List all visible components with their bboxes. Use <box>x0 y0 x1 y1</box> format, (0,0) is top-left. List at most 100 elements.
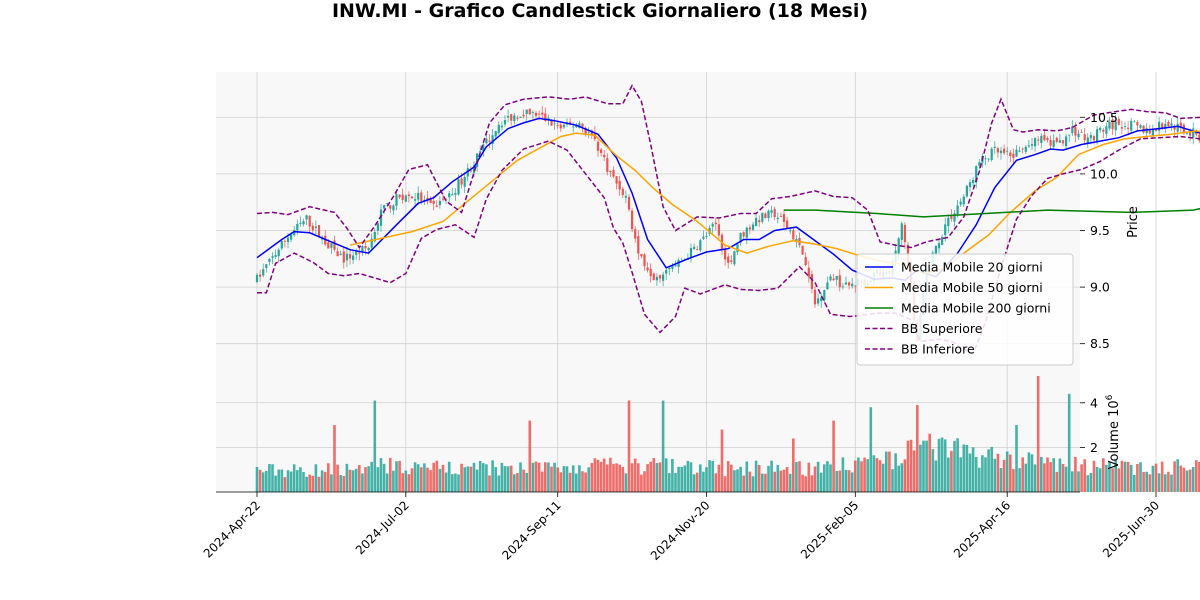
x-tick-label: 2024-Nov-20 <box>648 498 713 563</box>
volume-bar <box>1083 459 1086 492</box>
candle-body <box>525 109 528 114</box>
candle-body <box>339 253 342 255</box>
candle-body <box>646 267 649 271</box>
volume-bar <box>429 470 432 492</box>
candle-body <box>1142 125 1145 133</box>
volume-bar <box>683 465 687 492</box>
volume-bar <box>776 465 780 492</box>
volume-bar <box>261 472 265 492</box>
candle-body <box>643 254 646 267</box>
volume-bar <box>891 469 894 492</box>
candle-body <box>472 165 476 173</box>
volume-bar <box>1188 469 1192 492</box>
volume-bar <box>767 465 770 492</box>
candle-body <box>851 283 854 287</box>
volume-bar <box>658 462 662 492</box>
volume-bar <box>478 461 482 492</box>
candle-body <box>937 243 941 249</box>
candle-body <box>1077 133 1080 138</box>
candle-body <box>993 146 996 148</box>
volume-bar <box>723 476 727 492</box>
candle-body <box>817 298 820 304</box>
volume-bar <box>410 468 414 492</box>
volume-bar <box>1129 464 1133 492</box>
candle-body <box>835 275 838 280</box>
volume-bar <box>633 458 637 492</box>
candle-body <box>1071 126 1074 134</box>
volume-bar <box>1114 460 1117 492</box>
candle-body <box>1139 125 1142 128</box>
candle-body <box>311 225 314 231</box>
volume-bar <box>1095 466 1099 492</box>
candle-body <box>1136 122 1139 126</box>
volume-bar <box>1098 468 1102 492</box>
candle-body <box>519 116 522 118</box>
volume-bar <box>655 463 659 492</box>
candle-body <box>1108 121 1111 129</box>
volume-bar <box>714 473 718 492</box>
volume-bar <box>286 470 290 492</box>
candle-body <box>717 224 720 236</box>
candle-body <box>733 251 736 265</box>
volume-bar <box>689 462 693 492</box>
candle-body <box>358 252 361 254</box>
candle-body <box>900 223 903 240</box>
volume-bar <box>953 440 956 492</box>
volume-bar <box>947 457 950 492</box>
volume-tick-label: 4 <box>1090 395 1098 410</box>
candle-body <box>844 282 848 285</box>
candle-body <box>1012 153 1015 158</box>
candle-body <box>665 269 668 274</box>
volume-bar <box>1040 456 1043 492</box>
line-ma50 <box>349 130 1200 275</box>
price-tick-label: 10.0 <box>1090 166 1118 181</box>
volume-bar <box>785 467 789 492</box>
volume-bar <box>869 407 873 492</box>
volume-bar <box>962 444 966 492</box>
candle-body <box>553 123 556 125</box>
candle-body <box>1089 135 1092 139</box>
volume-bar <box>810 475 814 492</box>
candle-body <box>584 127 587 134</box>
candle-body <box>947 217 950 227</box>
volume-bar <box>606 464 609 492</box>
volume-bar <box>726 461 730 492</box>
volume-bar <box>345 463 349 492</box>
volume-bar <box>959 457 962 492</box>
volume-bar <box>866 459 869 492</box>
volume-bar <box>1102 458 1105 492</box>
volume-bar <box>550 466 553 492</box>
volume-bar <box>438 468 442 492</box>
volume-bar <box>584 472 587 492</box>
candle-body <box>699 240 702 251</box>
candle-body <box>773 209 776 218</box>
volume-bar <box>522 469 525 492</box>
volume-bar <box>1164 474 1167 492</box>
candle-body <box>578 123 581 128</box>
volume-bar <box>327 463 330 492</box>
candle-body <box>903 224 906 243</box>
candle-body <box>1189 131 1192 136</box>
candle-body <box>826 282 829 290</box>
volume-bar <box>813 466 817 492</box>
volume-bar <box>708 460 711 492</box>
candle-body <box>538 113 541 115</box>
candle-body <box>572 126 575 128</box>
volume-bar <box>745 461 749 492</box>
candle-body <box>1092 136 1096 141</box>
volume-bar <box>416 464 420 492</box>
volume-bar <box>757 465 761 492</box>
candle-body <box>361 246 364 252</box>
candle-body <box>348 254 352 259</box>
candle-body <box>612 170 615 177</box>
candle-body <box>724 249 727 260</box>
volume-bar <box>928 433 931 492</box>
volume-bar <box>754 460 758 492</box>
volume-bar <box>1148 474 1152 492</box>
candle-body <box>854 285 857 287</box>
price-tick-label: 10.5 <box>1090 110 1118 125</box>
volume-bar <box>1179 465 1183 492</box>
candle-body <box>547 117 550 121</box>
candle-body <box>485 138 488 144</box>
